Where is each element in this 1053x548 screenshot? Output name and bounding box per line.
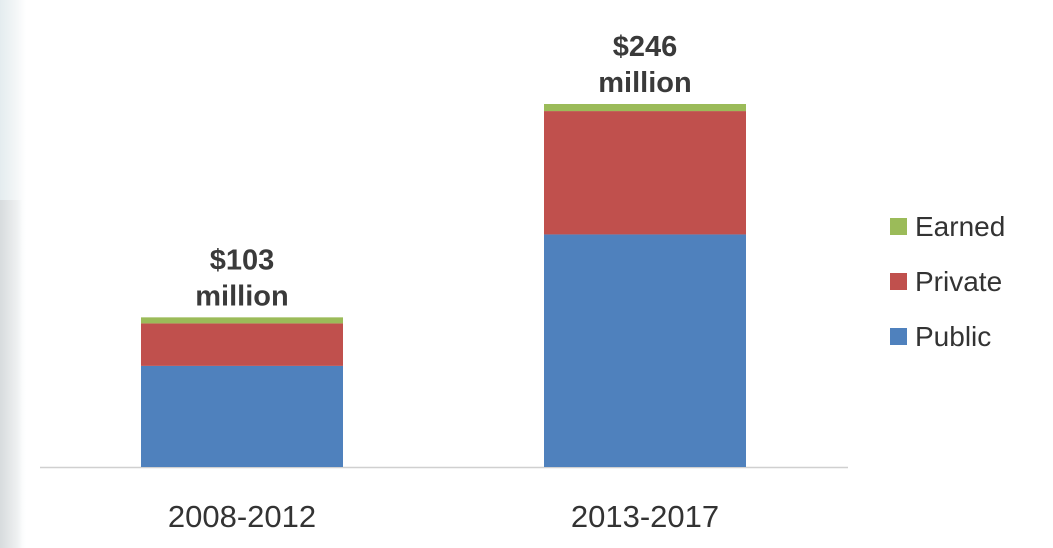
legend-swatch-earned (890, 218, 907, 235)
legend-item-public: Public (890, 309, 1005, 364)
bar-segment-public-0 (141, 365, 343, 467)
bar-segment-private-0 (141, 323, 343, 366)
total-label-1-line-1: million (598, 67, 691, 99)
bar-segment-private-1 (544, 111, 746, 235)
x-tick-label-0: 2008-2012 (168, 499, 316, 534)
bar-segment-public-1 (544, 234, 746, 467)
legend-swatch-private (890, 273, 907, 290)
total-label-0-line-0: $103 (210, 244, 275, 276)
x-tick-label-1: 2013-2017 (571, 499, 719, 534)
legend-label-earned: Earned (915, 210, 1006, 242)
legend-label-private: Private (915, 265, 1003, 297)
legend-swatch-public (890, 328, 907, 345)
legend-label-public: Public (915, 320, 992, 352)
bar-segment-earned-0 (141, 317, 343, 324)
background-edge-shade (0, 200, 22, 548)
total-label-1-line-0: $246 (613, 31, 678, 63)
total-label-0-line-1: million (195, 280, 288, 312)
chart-legend: Earned Private Public (890, 199, 1005, 364)
legend-item-private: Private (890, 254, 1005, 309)
legend-item-earned: Earned (890, 199, 1005, 254)
bar-segment-earned-1 (544, 104, 746, 112)
